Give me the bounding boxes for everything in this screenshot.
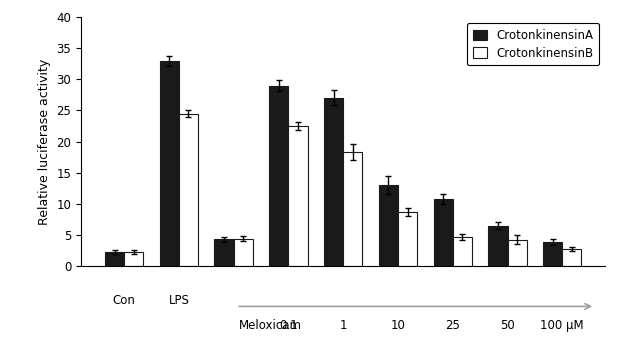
Legend: CrotonkinensinA, CrotonkinensinB: CrotonkinensinA, CrotonkinensinB	[467, 23, 600, 65]
Bar	[233, 239, 253, 266]
Bar	[324, 98, 343, 266]
Bar	[379, 185, 398, 266]
Bar	[160, 61, 179, 266]
Bar	[105, 252, 124, 266]
Bar	[215, 239, 233, 266]
Bar	[343, 152, 363, 266]
Text: 50: 50	[500, 319, 515, 332]
Y-axis label: Relative luciferase activity: Relative luciferase activity	[38, 58, 51, 225]
Bar	[124, 252, 144, 266]
Bar	[543, 242, 562, 266]
Bar	[489, 225, 507, 266]
Bar	[179, 114, 198, 266]
Text: 100 μM: 100 μM	[540, 319, 584, 332]
Bar	[562, 249, 582, 266]
Text: 1: 1	[339, 319, 347, 332]
Text: Con: Con	[113, 294, 135, 307]
Bar	[434, 199, 453, 266]
Bar	[507, 240, 527, 266]
Bar	[398, 212, 417, 266]
Bar	[270, 86, 288, 266]
Text: 0.1: 0.1	[279, 319, 298, 332]
Bar	[453, 237, 472, 266]
Text: 10: 10	[391, 319, 406, 332]
Text: Meloxicam: Meloxicam	[239, 319, 302, 332]
Bar	[288, 126, 308, 266]
Text: 25: 25	[446, 319, 460, 332]
Text: LPS: LPS	[168, 294, 189, 307]
